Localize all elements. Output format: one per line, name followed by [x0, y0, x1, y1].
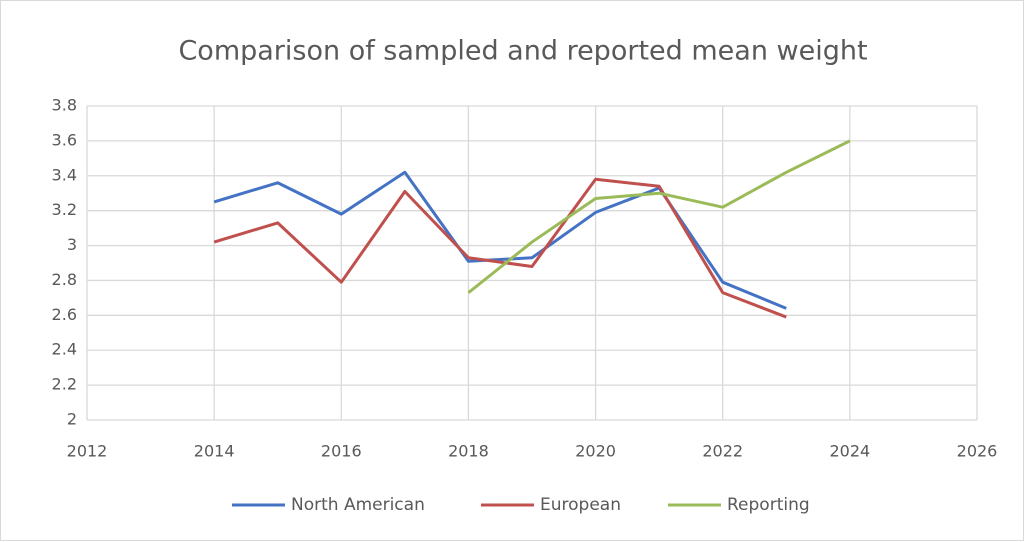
y-tick-label: 2.8: [52, 270, 77, 289]
x-tick-label: 2018: [448, 442, 489, 461]
series-line: [467, 139, 851, 294]
x-tick-label: 2026: [957, 442, 998, 461]
y-tick-label: 3.2: [52, 200, 77, 219]
y-tick-label: 2.6: [52, 305, 77, 324]
legend-label: North American: [291, 495, 425, 515]
chart-title: Comparison of sampled and reported mean …: [178, 36, 867, 67]
x-tick-label: 2020: [575, 442, 616, 461]
x-tick-label: 2012: [67, 442, 108, 461]
legend-label: European: [540, 495, 621, 515]
y-tick-label: 2.4: [52, 340, 77, 359]
y-tick-label: 3.6: [52, 130, 77, 149]
x-tick-label: 2016: [321, 442, 362, 461]
y-tick-label: 2.2: [52, 375, 77, 394]
series-line: [213, 170, 787, 310]
y-tick-label: 2: [67, 410, 77, 429]
x-tick-label: 2022: [702, 442, 743, 461]
x-tick-label: 2014: [194, 442, 235, 461]
series-line: [213, 177, 787, 319]
y-tick-label: 3.4: [52, 165, 77, 184]
x-tick-label: 2024: [829, 442, 870, 461]
legend-label: Reporting: [727, 495, 810, 515]
y-tick-label: 3: [67, 235, 77, 254]
y-tick-label: 3.8: [52, 96, 77, 115]
